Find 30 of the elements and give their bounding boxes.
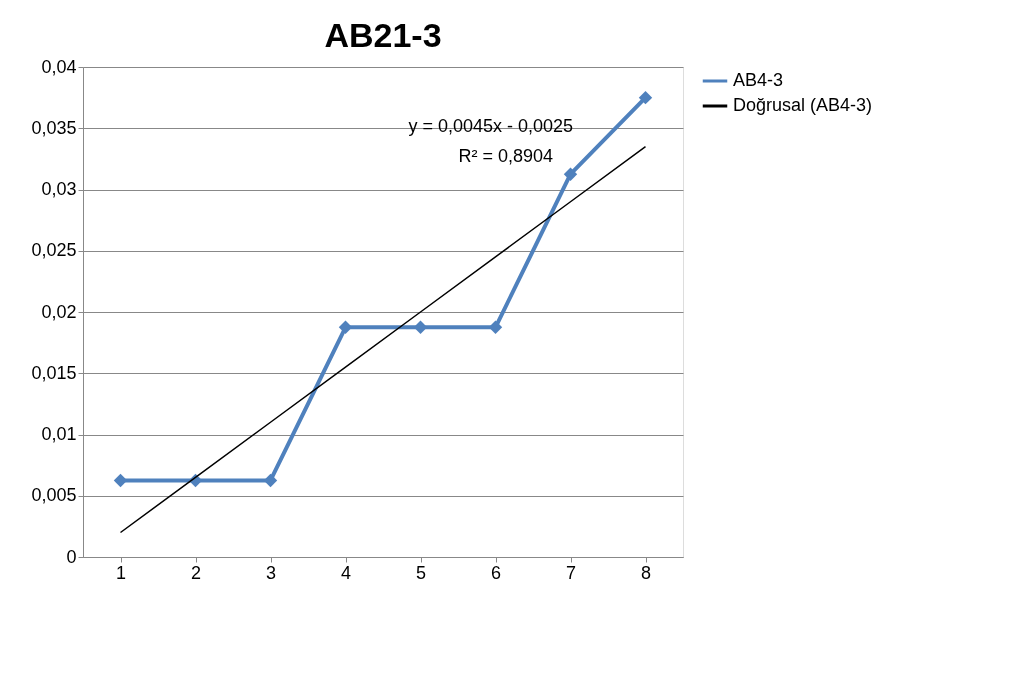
x-tick-label: 2 xyxy=(190,562,202,583)
point xyxy=(263,473,278,488)
point xyxy=(338,320,353,335)
y-tick-label: 0,04 xyxy=(41,56,77,77)
point xyxy=(563,167,578,181)
y-tick-label: 0 xyxy=(66,546,77,567)
y-tick-label: 0,01 xyxy=(41,424,77,444)
y-tick-label: 0,025 xyxy=(31,240,77,261)
point xyxy=(638,90,653,105)
y-tick-label: 0,03 xyxy=(41,179,77,199)
x-tick-label: 7 xyxy=(565,562,577,583)
legend-label: AB4-3 xyxy=(733,70,784,90)
y-tick-label: 0,005 xyxy=(31,485,77,506)
point xyxy=(488,320,503,335)
x-tick-label: 3 xyxy=(265,562,277,583)
y-tick-label: 0,015 xyxy=(31,362,77,383)
x-tick-label: 6 xyxy=(490,562,502,583)
x-tick-label: 5 xyxy=(415,562,427,583)
chart-title: AB21-3 xyxy=(324,16,442,54)
annotation: R² = 0,8904 xyxy=(458,146,553,166)
point xyxy=(113,473,128,488)
legend-label: Doğrusal (AB4-3) xyxy=(733,95,873,115)
annotation: y = 0,0045x - 0,0025 xyxy=(408,116,573,136)
line-series xyxy=(119,145,647,534)
y-tick-label: 0,035 xyxy=(31,117,77,138)
x-tick-label: 4 xyxy=(340,562,352,583)
x-tick-label: 8 xyxy=(640,562,652,583)
y-tick-label: 0,02 xyxy=(41,301,77,322)
point xyxy=(413,320,428,335)
x-tick-label: 1 xyxy=(115,562,127,583)
